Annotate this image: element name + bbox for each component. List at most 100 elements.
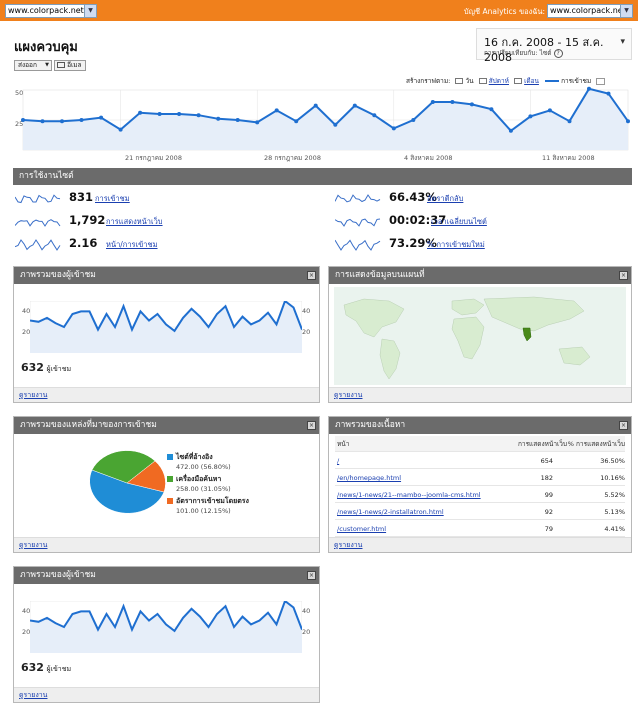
map-overlay-panel: การแสดงข้อมูลบนแผนที่ × ดูรายงาน	[328, 266, 632, 403]
traffic-sources-header: ภาพรวมของแหล่งที่มาของการเข้าชม ×	[14, 417, 319, 434]
metric-link[interactable]: การแสดงหน้าเว็บ	[106, 217, 163, 226]
view-report-link[interactable]: ดูรายงาน	[334, 541, 363, 549]
close-icon[interactable]: ×	[307, 421, 316, 430]
world-map[interactable]	[334, 287, 626, 385]
site-usage-header: การใช้งานไซต์	[13, 168, 632, 185]
close-icon[interactable]: ×	[619, 271, 628, 280]
highlighted-country[interactable]	[522, 327, 532, 342]
metric-sparkline	[15, 219, 61, 227]
data-point[interactable]	[196, 113, 201, 118]
visitors-count-row: 632 ผู้เข้าชม	[21, 361, 71, 375]
series-line	[30, 301, 302, 333]
data-point[interactable]	[489, 107, 494, 112]
data-point[interactable]	[118, 127, 123, 132]
y-axis-mid-right: 20	[302, 628, 311, 636]
data-point[interactable]	[157, 112, 162, 116]
week-option[interactable]: สัปดาห์	[488, 77, 509, 85]
page-link[interactable]: /	[337, 457, 340, 465]
dropdown-icon[interactable]	[596, 77, 606, 85]
data-point[interactable]	[587, 86, 591, 91]
chevron-down-icon: ▼	[620, 5, 632, 17]
metric-value: 2.16	[69, 236, 98, 250]
data-point[interactable]	[79, 118, 84, 122]
legend-line-icon	[545, 80, 559, 82]
metric-link[interactable]: อัตราตีกลับ	[427, 194, 464, 203]
data-point[interactable]	[60, 119, 64, 124]
visitors-overview-header: ภาพรวมของผู้เข้าชม ×	[14, 267, 319, 284]
table-header: หน้า การแสดงหน้าเว็บ % การแสดงหน้าเว็บ	[335, 436, 625, 452]
data-point[interactable]	[40, 119, 45, 124]
view-report-link[interactable]: ดูรายงาน	[19, 391, 48, 399]
data-point[interactable]	[450, 100, 455, 104]
calendar-week-icon	[478, 78, 487, 84]
pie-slice-direct	[126, 460, 166, 493]
data-point[interactable]	[21, 118, 25, 122]
data-point[interactable]	[255, 120, 260, 125]
visitors-sparkline	[30, 301, 302, 353]
month-option[interactable]: เดือน	[524, 77, 539, 85]
close-icon[interactable]: ×	[307, 571, 316, 580]
day-option[interactable]: วัน	[465, 77, 474, 85]
world-map-shapes	[343, 296, 591, 380]
metric-value: 00:02:37	[389, 213, 447, 227]
data-point[interactable]	[177, 112, 182, 116]
page-link[interactable]: /customer.html	[337, 525, 387, 533]
account-select[interactable]: www.colorpack.net ▼	[547, 4, 633, 18]
view-report-link[interactable]: ดูรายงาน	[19, 541, 48, 549]
data-point[interactable]	[352, 103, 357, 108]
view-report-link[interactable]: ดูรายงาน	[19, 691, 48, 699]
legend-label: การเข้าชม	[561, 77, 592, 85]
account-label: บัญชี Analytics ของฉัน:	[463, 7, 545, 16]
metric-item: 1,792 การแสดงหน้าเว็บ	[15, 213, 305, 233]
date-range-picker[interactable]: 16 ก.ค. 2008 - 15 ส.ค. 2008 ▾ การเปรียบเ…	[476, 28, 632, 64]
account-select-value: www.colorpack.net	[550, 6, 626, 15]
data-point[interactable]	[626, 119, 630, 124]
metric-sparkline	[335, 239, 381, 251]
pageviews-value: 182	[540, 474, 553, 482]
data-point[interactable]	[430, 100, 435, 104]
series-area	[23, 88, 628, 150]
data-point[interactable]	[528, 114, 533, 119]
site-select[interactable]: www.colorpack.net ▼	[5, 4, 97, 18]
data-point[interactable]	[391, 126, 396, 131]
metric-link[interactable]: การเข้าชม	[95, 194, 130, 203]
data-point[interactable]	[606, 91, 611, 96]
data-point[interactable]	[138, 110, 143, 115]
x-label-2: 28 กรกฎาคม 2008	[264, 154, 321, 162]
data-point[interactable]	[372, 113, 377, 118]
metric-link[interactable]: หน้า/การเข้าชม	[106, 240, 158, 249]
data-point[interactable]	[469, 102, 474, 107]
page-link[interactable]: /news/1-news/21--mambo--joomla-cms.html	[337, 491, 481, 499]
map-overlay-title: การแสดงข้อมูลบนแผนที่	[335, 270, 425, 280]
data-point[interactable]	[274, 108, 279, 113]
data-point[interactable]	[235, 118, 240, 122]
close-icon[interactable]: ×	[307, 271, 316, 280]
data-point[interactable]	[411, 118, 416, 122]
metric-link[interactable]: เวลาเฉลี่ยบนไซต์	[431, 217, 487, 226]
close-icon[interactable]: ×	[619, 421, 628, 430]
table-row: /news/1-news/2-installatron.html 92 5.13%	[335, 504, 625, 520]
pageviews-value: 654	[540, 457, 553, 465]
data-point[interactable]	[547, 108, 552, 113]
data-point[interactable]	[216, 116, 221, 121]
view-report-link[interactable]: ดูรายงาน	[334, 391, 363, 399]
y-axis-mid: 25	[15, 120, 24, 128]
metric-sparkline	[335, 218, 381, 227]
data-point[interactable]	[99, 115, 104, 120]
visitors-overview-2-header: ภาพรวมของผู้เข้าชม ×	[14, 567, 319, 584]
email-button[interactable]: อีเมล	[54, 60, 86, 71]
export-button[interactable]: ส่งออก ▼	[14, 60, 52, 71]
metric-value: 66.43%	[389, 190, 437, 204]
data-point[interactable]	[567, 119, 572, 124]
data-point[interactable]	[294, 119, 299, 124]
help-icon[interactable]: ?	[553, 49, 563, 58]
data-point[interactable]	[508, 128, 513, 133]
data-point[interactable]	[333, 122, 338, 127]
metric-link[interactable]: % การเข้าชมใหม่	[427, 240, 485, 249]
page-link[interactable]: /news/1-news/2-installatron.html	[337, 508, 444, 516]
compare-value: ไซต์	[539, 49, 552, 57]
legend-swatch	[167, 453, 173, 460]
visitors-overview-panel: ภาพรวมของผู้เข้าชม × 40 20 40 20 632 ผู้…	[13, 266, 320, 403]
data-point[interactable]	[313, 103, 318, 108]
page-link[interactable]: /en/homepage.html	[337, 474, 402, 482]
